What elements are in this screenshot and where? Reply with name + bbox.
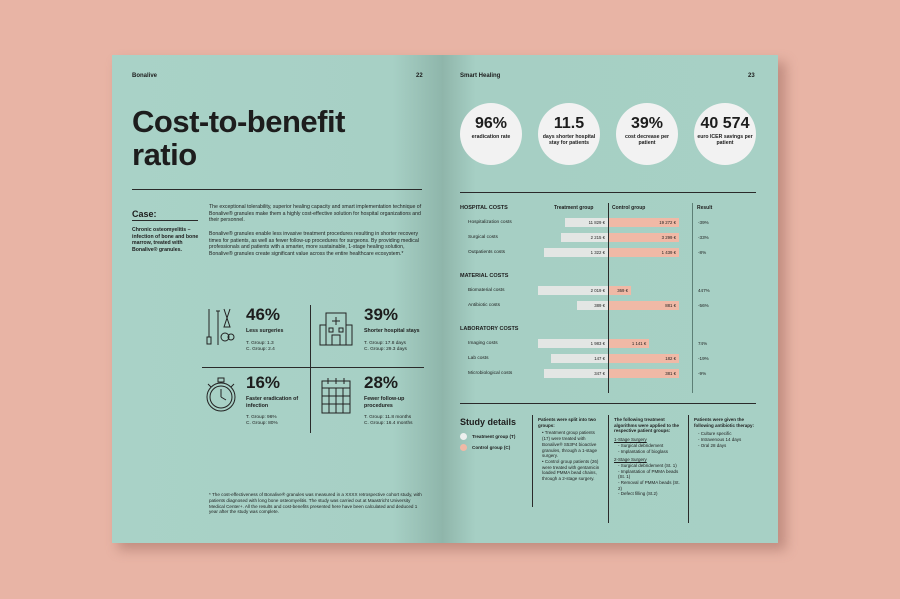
stat-label: Faster eradication of infection	[246, 396, 299, 409]
cost-group-heading: LABORATORY COSTS	[460, 326, 519, 332]
study-col-algorithms: The following treatment algorithms were …	[614, 417, 680, 497]
treatment-bar: 2 019 €	[538, 286, 608, 295]
treatment-legend-label: Treatment group (T)	[472, 434, 516, 439]
stat-control: C. Group: 80%	[246, 421, 278, 426]
control-bar: 19 272 €	[609, 218, 679, 227]
cost-row-label: Antibiotic costs	[468, 303, 500, 308]
col-head-treatment: Treatment group	[554, 205, 594, 211]
treatment-bar: 2 215 €	[561, 233, 608, 242]
intro-paragraph: The exceptional tolerability, superior h…	[209, 204, 422, 224]
cost-row-result: -9%	[698, 371, 707, 376]
page-number: 22	[416, 73, 423, 79]
stat-treatment: T. Group: 96%	[246, 415, 277, 420]
cost-row-label: Imaging costs	[468, 341, 498, 346]
stat-label: Shorter hospital stays	[364, 328, 420, 334]
table-center-axis	[608, 203, 609, 393]
control-bar: 1 439 €	[609, 248, 679, 257]
page-title: Cost-to-benefit ratio	[132, 104, 345, 172]
control-bar: 1 141 €	[609, 339, 650, 348]
study-col-divider	[688, 415, 689, 523]
cost-row-label: Biomaterial costs	[468, 288, 505, 293]
cost-row-label: Lab costs	[468, 356, 489, 361]
treatment-bar: 147 €	[551, 354, 608, 363]
stat-control: C. Group: 2.4	[246, 347, 275, 352]
study-top-rule	[460, 403, 756, 404]
control-bar: 182 €	[609, 354, 679, 363]
treatment-bar: 1 322 €	[543, 248, 608, 257]
treatment-legend-dot	[460, 433, 467, 440]
treatment-bar: 389 €	[577, 301, 608, 310]
stats-horizontal-divider	[202, 367, 424, 368]
left-page: Bonalive 22 Cost-to-benefit ratio Case: …	[112, 55, 442, 543]
kpi-circle: 39% cost decrease per patient	[616, 103, 678, 165]
treatment-bar: 347 €	[544, 369, 608, 378]
study-title: Study details	[460, 417, 517, 427]
footnote: * The cost-effectiveness of Bonalive® gr…	[209, 492, 422, 515]
kpi-circle: 11.5 days shorter hospital stay for patie…	[538, 103, 600, 165]
case-label: Case:	[132, 209, 157, 219]
kpi-circle: 40 574 euro ICER savings per patient	[694, 103, 756, 165]
cost-group-heading: HOSPITAL COSTS	[460, 205, 508, 211]
stopwatch-icon	[204, 375, 238, 415]
stat-pct: 39%	[364, 305, 399, 324]
kpi-circle: 96% eradication rate	[460, 103, 522, 165]
section-label: Smart Healing	[460, 73, 501, 79]
stats-vertical-divider	[310, 305, 311, 433]
right-page: Smart Healing 23 96% eradication rate 11.…	[442, 55, 778, 543]
control-legend-label: Control group (C)	[472, 445, 511, 450]
control-bar: 369 €	[609, 286, 631, 295]
stat-label: Less surgeries	[246, 328, 284, 334]
study-col-divider	[532, 415, 533, 507]
control-legend-dot	[460, 444, 467, 451]
cost-row-result: -8%	[698, 250, 707, 255]
cost-row-result: -19%	[698, 356, 709, 361]
calendar-icon	[320, 375, 352, 415]
case-description: Chronic osteomyelitis – infection of bon…	[132, 227, 199, 253]
cost-row-label: Microbiological costs	[468, 371, 513, 376]
stat-pct: 46%	[246, 305, 281, 324]
col-head-result: Result	[697, 205, 713, 211]
control-bar: 3 299 €	[609, 233, 679, 242]
surgical-tools-icon	[204, 307, 235, 347]
cost-row-result: 447%	[698, 288, 710, 293]
study-col-antibiotics: Patients were given the following antibi…	[694, 417, 754, 448]
title-divider	[132, 189, 422, 190]
control-bar: 881 €	[609, 301, 679, 310]
study-col-divider	[608, 415, 609, 523]
cost-row-label: Hospitalization costs	[468, 220, 512, 225]
stat-pct: 16%	[246, 373, 281, 392]
cost-row-result: -33%	[698, 235, 709, 240]
stat-control: C. Group: 16.4 months	[364, 421, 413, 426]
treatment-bar: 11 829 €	[565, 218, 608, 227]
cost-group-heading: MATERIAL COSTS	[460, 273, 509, 279]
table-top-rule	[460, 192, 756, 193]
control-bar: 381 €	[609, 369, 679, 378]
result-divider	[692, 203, 693, 393]
hospital-icon	[318, 307, 354, 347]
page-number: 23	[748, 73, 755, 79]
study-col-groups: Patients were split into two groups: • T…	[538, 417, 600, 482]
cost-row-result: 74%	[698, 341, 708, 346]
col-head-control: Control group	[612, 205, 646, 211]
stat-treatment: T. Group: 1.3	[246, 341, 274, 346]
stat-control: C. Group: 29.3 days	[364, 347, 407, 352]
benefit-paragraph: Bonalive® granules enable less invasive …	[209, 231, 419, 257]
treatment-bar: 1 983 €	[538, 339, 608, 348]
stat-treatment: T. Group: 11.8 months	[364, 415, 412, 420]
case-divider	[132, 220, 198, 221]
cost-row-label: Surgical costs	[468, 235, 498, 240]
stat-pct: 28%	[364, 373, 399, 392]
brand-label: Bonalive	[132, 73, 158, 79]
stat-label: Fewer follow-up procedures	[364, 396, 405, 409]
cost-row-result: -56%	[698, 303, 709, 308]
stat-treatment: T. Group: 17.8 days	[364, 341, 406, 346]
cost-row-label: Outpatients costs	[468, 250, 506, 255]
cost-row-result: -39%	[698, 220, 709, 225]
